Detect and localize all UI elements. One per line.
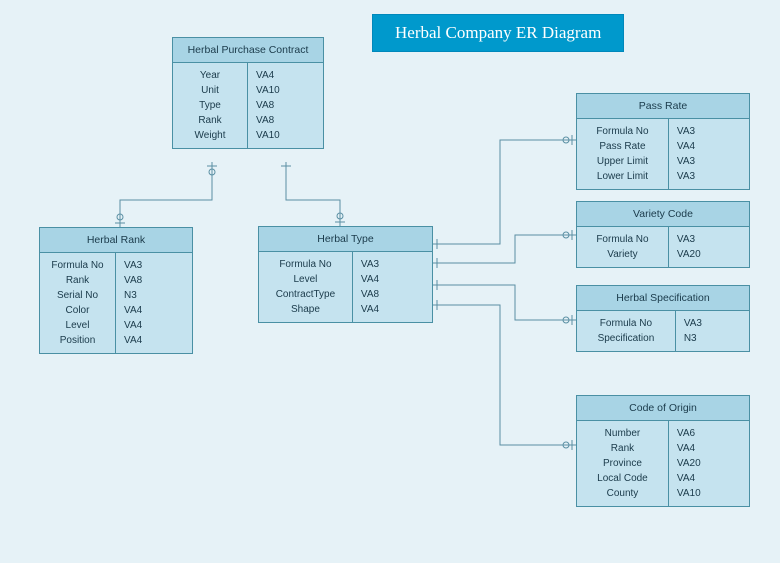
- entity-header: Herbal Rank: [40, 228, 192, 253]
- attr-type: N3: [684, 331, 741, 346]
- entity-header: Pass Rate: [577, 94, 749, 119]
- attr-name: Upper Limit: [585, 154, 660, 169]
- attr-types-col: VA3VA4VA8VA4: [353, 252, 432, 322]
- attr-name: Variety: [585, 247, 660, 262]
- attr-type: VA3: [361, 257, 424, 272]
- attr-types-col: VA3VA4VA3VA3: [669, 119, 749, 189]
- attr-names-col: Formula NoSpecification: [577, 311, 676, 351]
- attr-type: VA10: [677, 486, 741, 501]
- attr-name: Unit: [181, 83, 239, 98]
- attr-types-col: VA3VA20: [669, 227, 749, 267]
- entity-body: Formula NoLevelContractTypeShapeVA3VA4VA…: [259, 252, 432, 322]
- attr-names-col: Formula NoRankSerial NoColorLevelPositio…: [40, 253, 116, 353]
- diagram-title: Herbal Company ER Diagram: [372, 14, 624, 52]
- attr-name: Level: [267, 272, 344, 287]
- entity-header: Herbal Type: [259, 227, 432, 252]
- attr-name: ContractType: [267, 287, 344, 302]
- attr-names-col: YearUnitTypeRankWeight: [173, 63, 248, 148]
- attr-type: VA10: [256, 83, 315, 98]
- entity-body: YearUnitTypeRankWeightVA4VA10VA8VA8VA10: [173, 63, 323, 148]
- attr-type: VA4: [677, 139, 741, 154]
- entity-contract: Herbal Purchase ContractYearUnitTypeRank…: [172, 37, 324, 149]
- attr-name: Shape: [267, 302, 344, 317]
- attr-names-col: Formula NoLevelContractTypeShape: [259, 252, 353, 322]
- attr-type: VA3: [677, 154, 741, 169]
- attr-type: VA20: [677, 247, 741, 262]
- attr-name: Rank: [181, 113, 239, 128]
- attr-names-col: Formula NoPass RateUpper LimitLower Limi…: [577, 119, 669, 189]
- attr-name: Position: [48, 333, 107, 348]
- attr-name: Formula No: [267, 257, 344, 272]
- entity-body: Formula NoPass RateUpper LimitLower Limi…: [577, 119, 749, 189]
- attr-name: Year: [181, 68, 239, 83]
- attr-name: Formula No: [585, 316, 667, 331]
- attr-type: VA3: [124, 258, 184, 273]
- attr-type: N3: [124, 288, 184, 303]
- attr-name: Province: [585, 456, 660, 471]
- attr-type: VA4: [361, 302, 424, 317]
- title-text: Herbal Company ER Diagram: [395, 23, 601, 42]
- attr-type: VA8: [256, 98, 315, 113]
- attr-type: VA6: [677, 426, 741, 441]
- attr-type: VA10: [256, 128, 315, 143]
- attr-type: VA3: [677, 169, 741, 184]
- entity-body: Formula NoRankSerial NoColorLevelPositio…: [40, 253, 192, 353]
- attr-name: Color: [48, 303, 107, 318]
- entity-rank: Herbal RankFormula NoRankSerial NoColorL…: [39, 227, 193, 354]
- attr-name: Type: [181, 98, 239, 113]
- attr-name: Level: [48, 318, 107, 333]
- attr-name: Serial No: [48, 288, 107, 303]
- entity-header: Herbal Specification: [577, 286, 749, 311]
- attr-types-col: VA4VA10VA8VA8VA10: [248, 63, 323, 148]
- entity-header: Herbal Purchase Contract: [173, 38, 323, 63]
- attr-type: VA4: [124, 303, 184, 318]
- attr-name: Rank: [48, 273, 107, 288]
- attr-name: Specification: [585, 331, 667, 346]
- entity-type: Herbal TypeFormula NoLevelContractTypeSh…: [258, 226, 433, 323]
- attr-type: VA4: [124, 318, 184, 333]
- attr-name: Formula No: [585, 232, 660, 247]
- entity-body: NumberRankProvinceLocal CodeCountyVA6VA4…: [577, 421, 749, 506]
- attr-type: VA4: [677, 471, 741, 486]
- attr-type: VA3: [684, 316, 741, 331]
- attr-type: VA4: [361, 272, 424, 287]
- entity-pass: Pass RateFormula NoPass RateUpper LimitL…: [576, 93, 750, 190]
- attr-name: Lower Limit: [585, 169, 660, 184]
- attr-name: County: [585, 486, 660, 501]
- attr-type: VA20: [677, 456, 741, 471]
- attr-names-col: NumberRankProvinceLocal CodeCounty: [577, 421, 669, 506]
- attr-type: VA8: [361, 287, 424, 302]
- attr-types-col: VA3N3: [676, 311, 749, 351]
- entity-header: Code of Origin: [577, 396, 749, 421]
- attr-name: Weight: [181, 128, 239, 143]
- attr-name: Rank: [585, 441, 660, 456]
- entity-origin: Code of OriginNumberRankProvinceLocal Co…: [576, 395, 750, 507]
- attr-types-col: VA6VA4VA20VA4VA10: [669, 421, 749, 506]
- attr-type: VA8: [256, 113, 315, 128]
- entity-body: Formula NoSpecificationVA3N3: [577, 311, 749, 351]
- attr-type: VA4: [124, 333, 184, 348]
- attr-type: VA3: [677, 124, 741, 139]
- attr-type: VA8: [124, 273, 184, 288]
- attr-name: Formula No: [585, 124, 660, 139]
- attr-names-col: Formula NoVariety: [577, 227, 669, 267]
- entity-header: Variety Code: [577, 202, 749, 227]
- entity-variety: Variety CodeFormula NoVarietyVA3VA20: [576, 201, 750, 268]
- attr-type: VA4: [677, 441, 741, 456]
- attr-name: Local Code: [585, 471, 660, 486]
- attr-type: VA4: [256, 68, 315, 83]
- entity-body: Formula NoVarietyVA3VA20: [577, 227, 749, 267]
- attr-types-col: VA3VA8N3VA4VA4VA4: [116, 253, 192, 353]
- attr-name: Formula No: [48, 258, 107, 273]
- attr-type: VA3: [677, 232, 741, 247]
- attr-name: Number: [585, 426, 660, 441]
- attr-name: Pass Rate: [585, 139, 660, 154]
- entity-spec: Herbal SpecificationFormula NoSpecificat…: [576, 285, 750, 352]
